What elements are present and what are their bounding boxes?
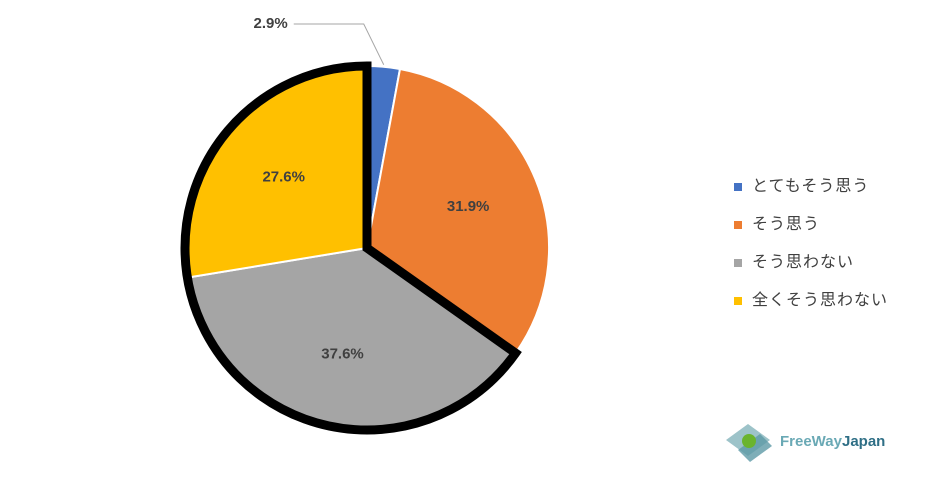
legend-marker xyxy=(734,221,742,229)
logo-icon xyxy=(738,434,772,462)
legend-label: とてもそう思う xyxy=(752,177,869,195)
legend-marker xyxy=(734,297,742,305)
legend-label: そう思う xyxy=(752,215,820,233)
logo-icon xyxy=(742,434,756,448)
data-label: 37.6% xyxy=(321,345,364,362)
data-label: 31.9% xyxy=(447,198,490,215)
legend-marker xyxy=(734,259,742,267)
legend-marker xyxy=(734,183,742,191)
logo: FreeWayJapan xyxy=(726,424,885,462)
leader-line xyxy=(293,23,385,65)
logo-text: FreeWay xyxy=(780,433,843,450)
logo-text: Japan xyxy=(842,433,885,450)
highlight-outline xyxy=(180,61,522,435)
pie-slice xyxy=(365,67,550,355)
legend-label: そう思わない xyxy=(752,253,854,271)
data-label: 27.6% xyxy=(262,168,305,185)
legend-label: 全くそう思わない xyxy=(752,291,888,309)
data-label: 2.9% xyxy=(254,15,288,32)
logo-text: FreeWayJapan xyxy=(780,433,885,450)
